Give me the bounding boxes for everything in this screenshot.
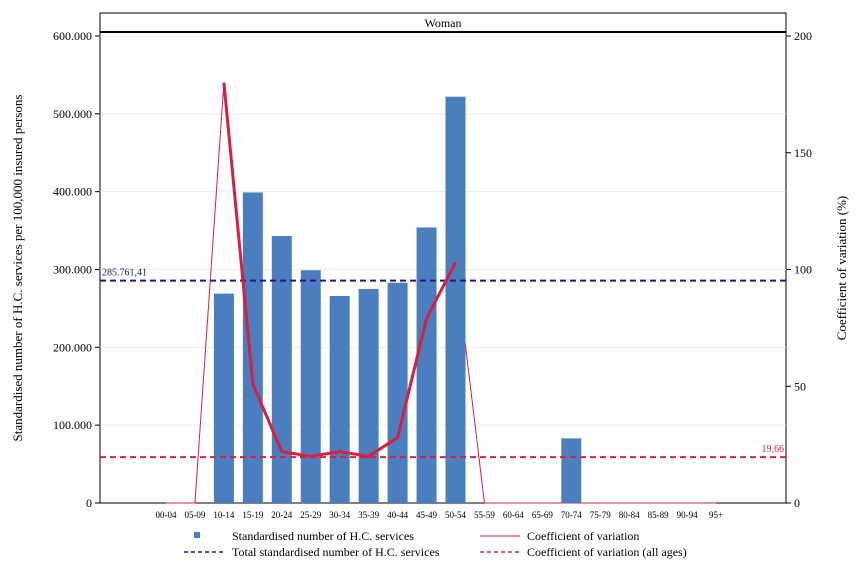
left-tick-label: 300.000 (53, 263, 92, 277)
category-label: 05-09 (184, 510, 205, 520)
panel-title: Woman (424, 16, 461, 30)
category-label: 20-24 (271, 510, 292, 520)
category-label: 25-29 (300, 510, 321, 520)
bar (387, 282, 408, 503)
category-label: 80-84 (619, 510, 640, 520)
right-tick-label: 0 (794, 496, 800, 510)
legend-item: Coefficient of variation (all ages) (480, 545, 687, 559)
category-label: 60-64 (503, 510, 524, 520)
category-label: 90-94 (677, 510, 698, 520)
coefficient-line-series (222, 82, 457, 458)
legend-item: Total standardised number of H.C. servic… (184, 545, 440, 559)
reference-line-label: 19,66 (762, 444, 785, 455)
left-tick-label: 500.000 (53, 107, 92, 121)
category-label: 75-79 (590, 510, 611, 520)
right-tick-label: 100 (794, 263, 812, 277)
category-label: 95+ (709, 510, 723, 520)
reference-line-label: 285.761,41 (102, 268, 147, 279)
legend-label: Total standardised number of H.C. servic… (232, 545, 440, 559)
legend-item: Coefficient of variation (480, 529, 639, 543)
bar (329, 295, 350, 503)
bar (358, 288, 379, 503)
left-tick-label: 600.000 (53, 29, 92, 43)
left-tick-label: 400.000 (53, 185, 92, 199)
bar (213, 293, 234, 503)
category-label: 00-04 (156, 510, 177, 520)
category-label: 45-49 (416, 510, 437, 520)
bar (416, 227, 437, 503)
reference-lines: 285.761,41 19,66 (100, 268, 786, 459)
bar (561, 438, 582, 503)
category-label: 50-54 (445, 510, 466, 520)
right-axis: 0 50 100 150 200 (786, 29, 812, 510)
plot-frame (99, 12, 787, 504)
bar (445, 96, 466, 504)
category-label: 35-39 (358, 510, 379, 520)
legend-label: Coefficient of variation (527, 529, 639, 543)
legend: Standardised number of H.C. services Coef… (184, 529, 687, 559)
left-axis: 0 100.000 200.000 300.000 400.000 500.000 600.… (53, 29, 100, 510)
category-label: 10-14 (213, 510, 234, 520)
category-label: 15-19 (242, 510, 263, 520)
left-tick-label: 100.000 (53, 418, 92, 432)
bar (242, 192, 263, 503)
legend-label: Standardised number of H.C. services (232, 529, 414, 543)
category-label: 70-74 (561, 510, 582, 520)
right-tick-label: 200 (794, 29, 812, 43)
right-tick-label: 50 (794, 379, 806, 393)
legend-item: Standardised number of H.C. services (194, 529, 414, 543)
right-axis-title: Coefficient of variation (%) (834, 196, 849, 341)
bar (271, 236, 292, 503)
coefficient-line (222, 82, 457, 458)
bar (300, 270, 321, 503)
category-label: 55-59 (474, 510, 495, 520)
category-label: 30-34 (329, 510, 350, 520)
left-tick-label: 0 (86, 496, 92, 510)
x-axis: 00-04 05-09 10-14 15-19 20-24 25-29 30-34 35-39… (156, 510, 724, 520)
legend-label: Coefficient of variation (all ages) (527, 545, 687, 559)
left-axis-title: Standardised number of H.C. services per… (10, 95, 25, 442)
category-label: 65-69 (532, 510, 553, 520)
right-tick-label: 150 (794, 146, 812, 160)
category-label: 85-89 (648, 510, 669, 520)
legend-swatch (194, 532, 200, 538)
category-label: 40-44 (387, 510, 408, 520)
bar-series (213, 96, 582, 504)
left-tick-label: 200.000 (53, 340, 92, 354)
